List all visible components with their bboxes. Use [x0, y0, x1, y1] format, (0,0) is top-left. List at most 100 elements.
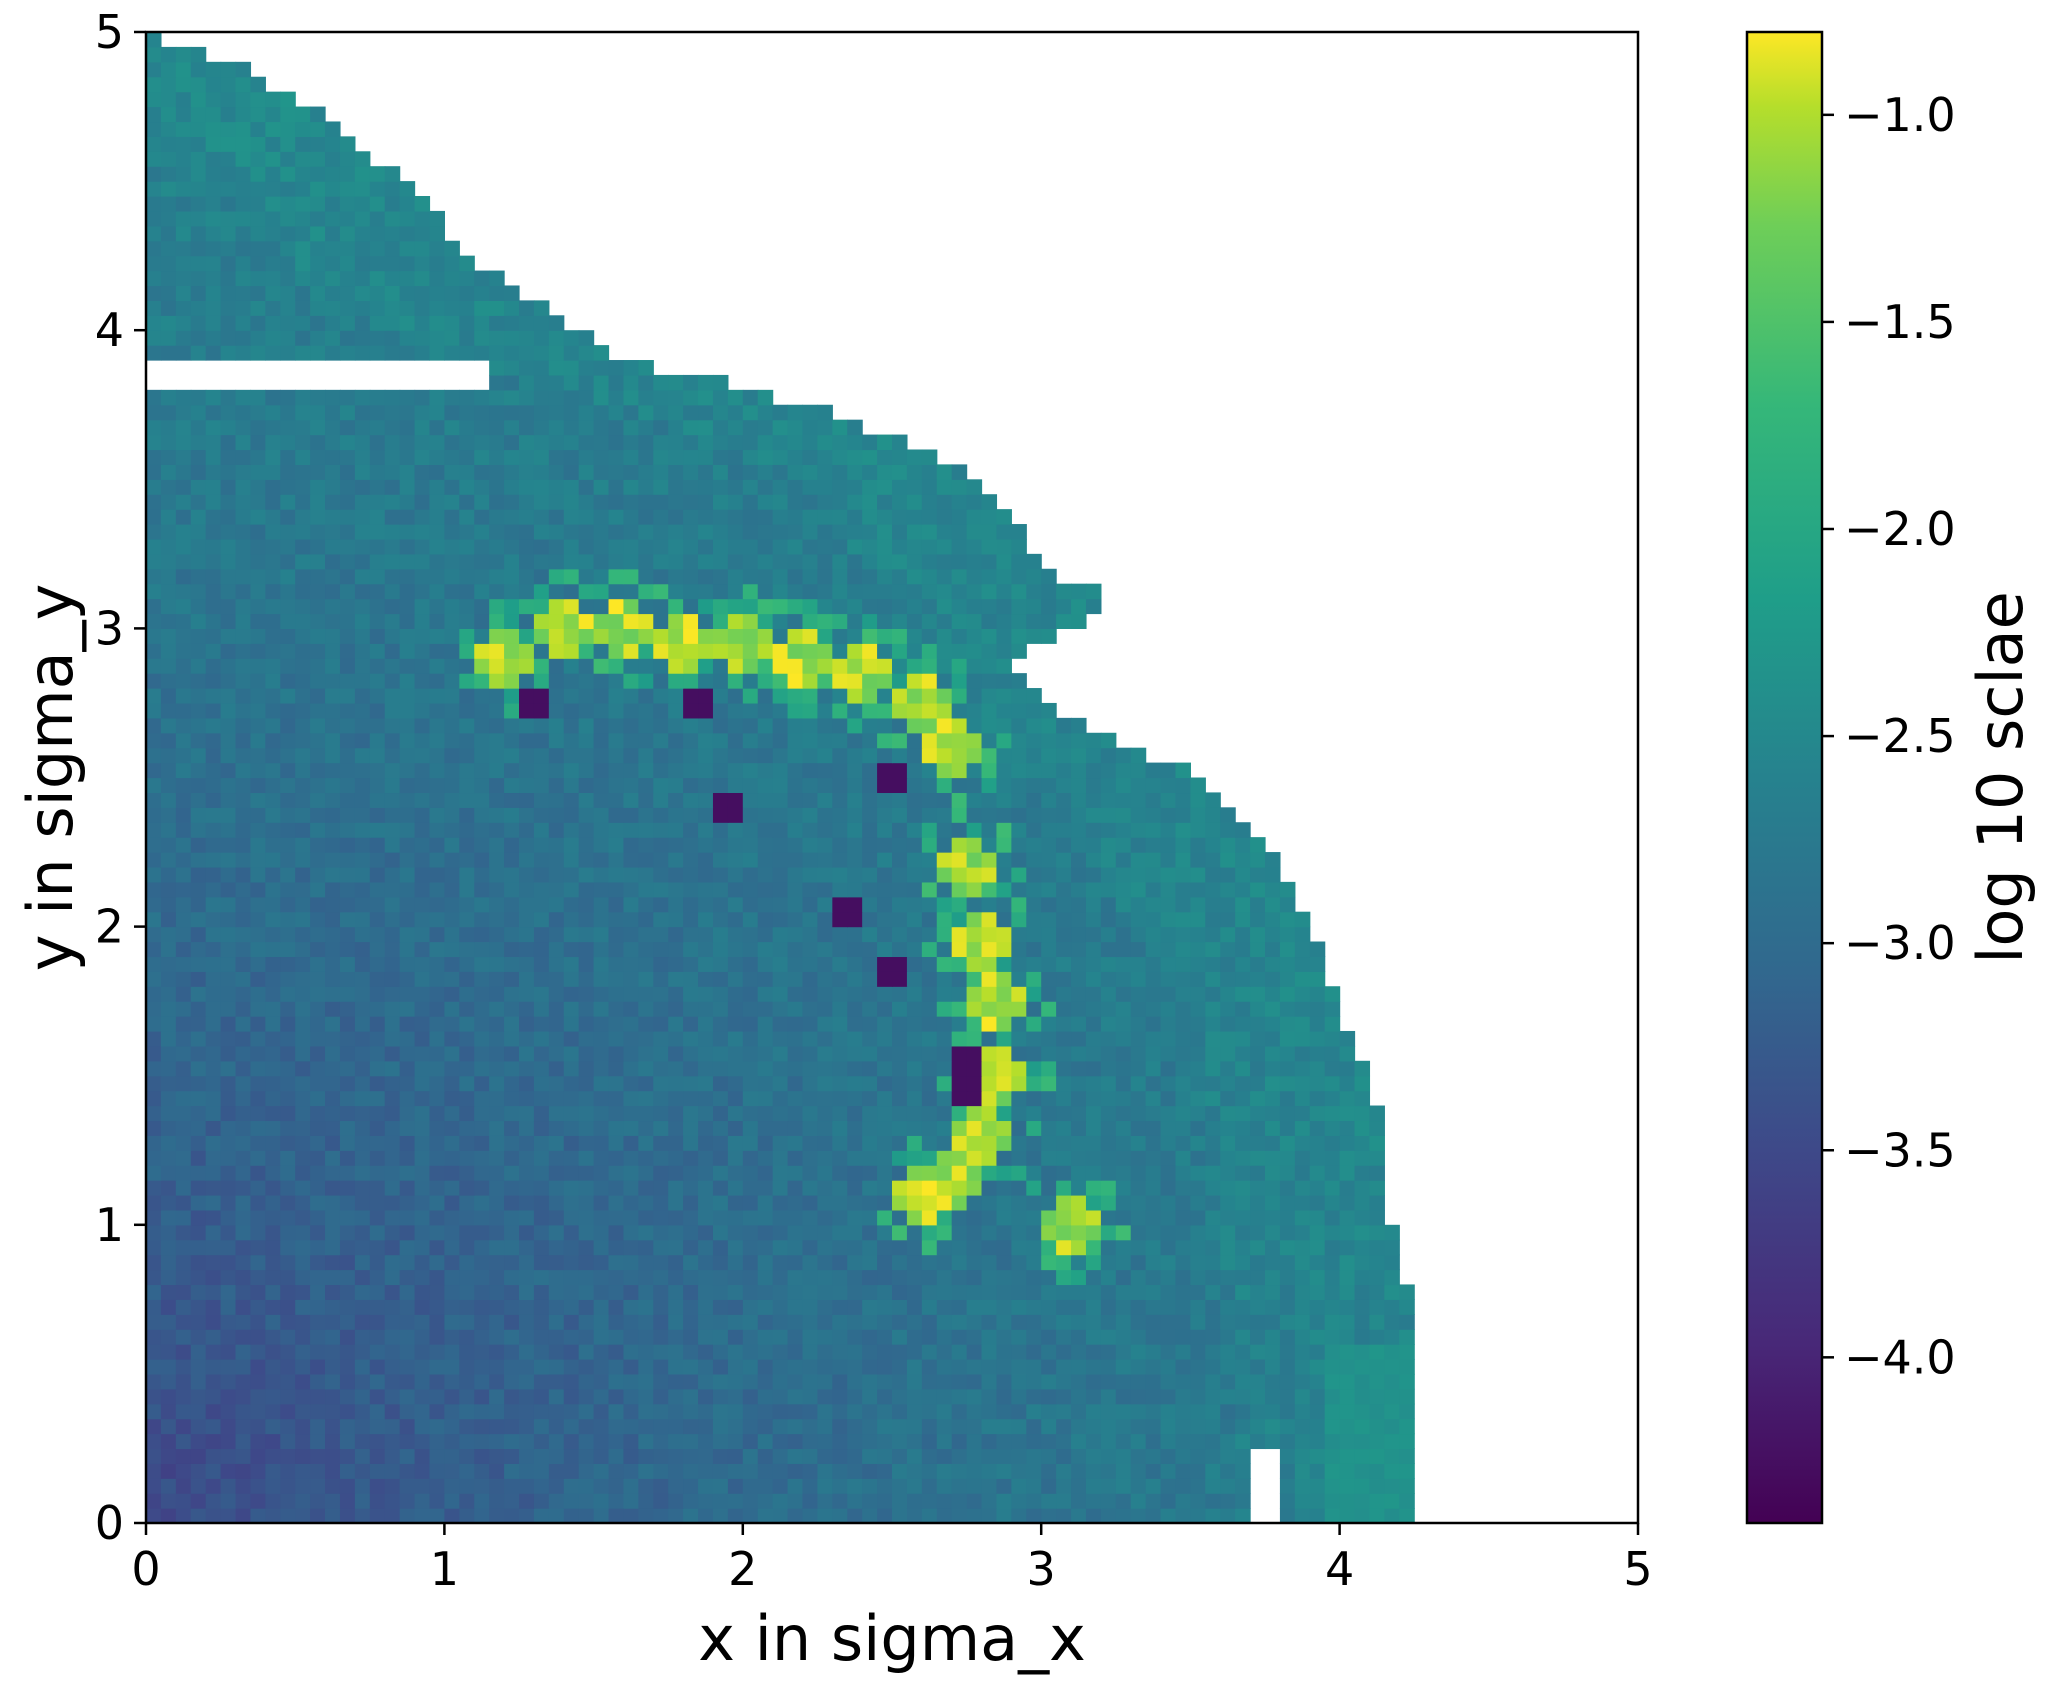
heatmap-cell [339, 1508, 356, 1524]
heatmap-cell [1056, 1224, 1072, 1241]
heatmap-cell [1041, 717, 1057, 734]
heatmap-cell [966, 747, 983, 764]
heatmap-cell [1399, 1344, 1415, 1360]
heatmap-cell [742, 881, 759, 898]
heatmap-cell [354, 673, 371, 689]
heatmap-cell [504, 1403, 520, 1420]
heatmap-cell [339, 1105, 356, 1122]
heatmap-cell [1354, 1388, 1371, 1405]
heatmap-cell [638, 1284, 654, 1300]
heatmap-cell [429, 1448, 445, 1464]
heatmap-cell [817, 1105, 833, 1122]
heatmap-cell [295, 688, 311, 704]
heatmap-cell [295, 941, 311, 958]
heatmap-cell [265, 881, 281, 898]
heatmap-cell [414, 613, 431, 629]
heatmap-cell [354, 1299, 371, 1315]
heatmap-cell [653, 1090, 669, 1107]
heatmap-cell [638, 762, 654, 779]
heatmap-cell [1205, 807, 1221, 823]
heatmap-cell [966, 1001, 983, 1017]
heatmap-cell [384, 911, 401, 928]
heatmap-cell [548, 837, 565, 853]
heatmap-cell [146, 1358, 162, 1375]
heatmap-cell [578, 792, 595, 808]
heatmap-cell [653, 732, 669, 749]
heatmap-cell [1145, 1388, 1162, 1405]
heatmap-cell [712, 852, 729, 868]
heatmap-cell [1056, 1001, 1072, 1017]
heatmap-cell [1011, 1448, 1027, 1464]
heatmap-cell [653, 941, 669, 958]
heatmap-cell [399, 1329, 416, 1345]
heatmap-cell [1130, 896, 1147, 913]
heatmap-cell [339, 1001, 356, 1017]
heatmap-cell [742, 1433, 759, 1450]
heatmap-cell [1056, 583, 1072, 600]
heatmap-cell [205, 1388, 222, 1405]
heatmap-cell [1026, 777, 1042, 794]
heatmap-cell [742, 1493, 759, 1509]
heatmap-cell [847, 1045, 863, 1062]
heatmap-cell [787, 702, 804, 719]
heatmap-cell [996, 1120, 1012, 1136]
heatmap-cell [220, 598, 237, 615]
heatmap-cell [444, 1254, 460, 1271]
heatmap-cell [1369, 1254, 1385, 1271]
heatmap-cell [862, 1433, 878, 1450]
heatmap-cell [1071, 1254, 1087, 1271]
heatmap-cell [369, 1016, 386, 1032]
heatmap-cell [474, 956, 490, 972]
heatmap-cell [1011, 896, 1027, 913]
heatmap-cell [339, 941, 356, 958]
heatmap-cell [548, 941, 565, 958]
heatmap-cell [504, 583, 520, 600]
heatmap-cell [1339, 1344, 1356, 1360]
heatmap-cell [951, 1180, 968, 1196]
heatmap-cell [504, 837, 520, 853]
heatmap-cell [146, 673, 162, 689]
heatmap-cell [832, 553, 848, 570]
heatmap-cell [1399, 1299, 1415, 1315]
heatmap-cell [1235, 1224, 1251, 1241]
heatmap-cell [310, 986, 326, 1002]
heatmap-cell [474, 1120, 490, 1136]
heatmap-cell [533, 777, 550, 794]
heatmap-cell [265, 837, 281, 853]
heatmap-cell [474, 553, 490, 570]
heatmap-cell [727, 1090, 744, 1107]
heatmap-cell [712, 822, 729, 838]
heatmap-cell [160, 941, 177, 958]
heatmap-cell [1056, 732, 1072, 749]
heatmap-cell [698, 1120, 714, 1136]
heatmap-cell [354, 1254, 371, 1271]
heatmap-cell [892, 986, 908, 1002]
heatmap-cell [698, 643, 714, 659]
heatmap-cell [1250, 1403, 1266, 1420]
heatmap-cell [1190, 896, 1206, 913]
heatmap-cell [608, 1165, 625, 1181]
heatmap-cell [1220, 1224, 1236, 1241]
heatmap-cell [235, 1075, 252, 1092]
heatmap-cell [489, 1135, 505, 1151]
heatmap-cell [847, 881, 863, 898]
heatmap-cell [847, 1269, 863, 1286]
heatmap-cell [638, 1463, 654, 1479]
heatmap-cell [295, 881, 311, 898]
heatmap-cell [1205, 1194, 1221, 1211]
heatmap-cell [1265, 1180, 1281, 1196]
heatmap-cell [250, 1075, 266, 1092]
heatmap-cell [1056, 1358, 1072, 1375]
heatmap-cell [519, 1463, 535, 1479]
heatmap-cell [1115, 1001, 1132, 1017]
heatmap-cell [921, 777, 938, 794]
heatmap-cell [1294, 1150, 1311, 1166]
heatmap-cell [1160, 866, 1177, 883]
heatmap-cell [1190, 1344, 1206, 1360]
heatmap-cell [563, 1165, 580, 1181]
heatmap-cell [190, 762, 207, 779]
heatmap-cell [683, 1358, 699, 1375]
heatmap-cell [489, 1194, 505, 1211]
heatmap-cell [1100, 926, 1117, 943]
heatmap-cell [1175, 1358, 1191, 1375]
